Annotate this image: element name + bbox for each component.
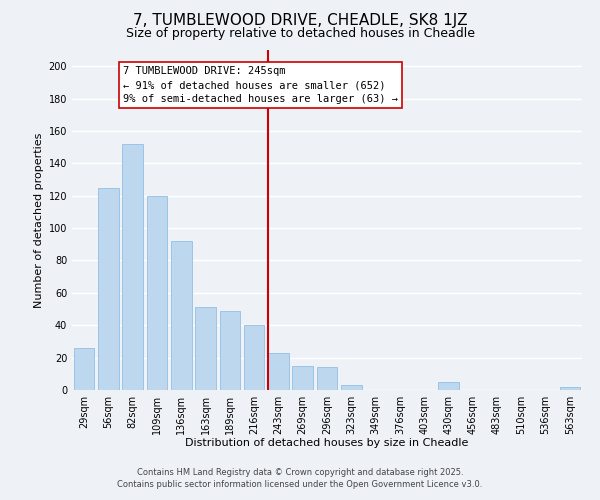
Y-axis label: Number of detached properties: Number of detached properties (34, 132, 44, 308)
Bar (292, 366, 313, 390)
Bar (98, 188, 119, 390)
Text: 7 TUMBLEWOOD DRIVE: 245sqm
← 91% of detached houses are smaller (652)
9% of semi: 7 TUMBLEWOOD DRIVE: 245sqm ← 91% of deta… (123, 66, 398, 104)
Bar (560, 387, 580, 390)
Bar (317, 368, 337, 390)
Text: Size of property relative to detached houses in Cheadle: Size of property relative to detached ho… (125, 28, 475, 40)
Bar (146, 196, 167, 390)
Bar (74, 348, 94, 390)
Bar (171, 241, 191, 390)
Text: Contains HM Land Registry data © Crown copyright and database right 2025.
Contai: Contains HM Land Registry data © Crown c… (118, 468, 482, 489)
Bar (268, 353, 289, 390)
Bar (122, 144, 143, 390)
X-axis label: Distribution of detached houses by size in Cheadle: Distribution of detached houses by size … (185, 438, 469, 448)
Bar (438, 382, 459, 390)
Bar (220, 310, 240, 390)
Text: 7, TUMBLEWOOD DRIVE, CHEADLE, SK8 1JZ: 7, TUMBLEWOOD DRIVE, CHEADLE, SK8 1JZ (133, 12, 467, 28)
Bar (244, 325, 265, 390)
Bar (341, 385, 362, 390)
Bar (195, 308, 216, 390)
